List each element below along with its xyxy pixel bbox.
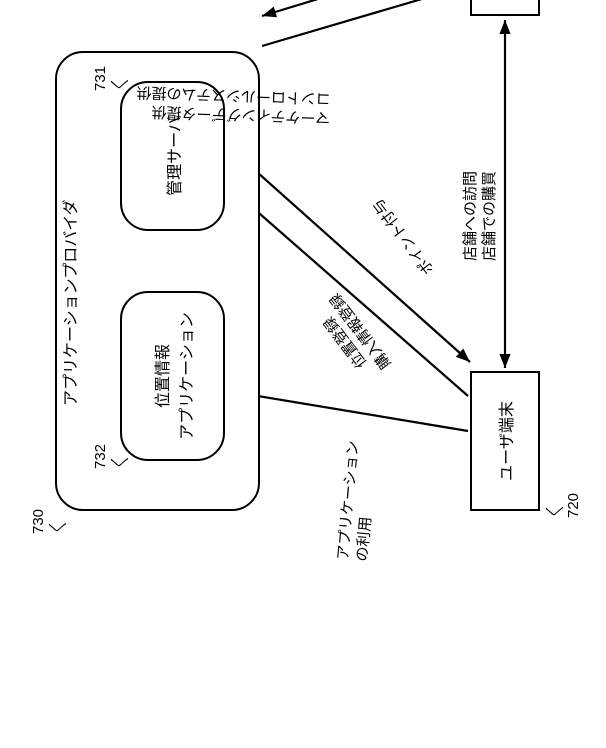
user-label: ユーザ端末	[493, 401, 517, 481]
edge-visit-label: 店舗への訪問店舗での購買	[462, 171, 500, 261]
store-box: 店舗	[470, 0, 540, 16]
app-id: 732〳〵	[92, 444, 130, 469]
server-id: 731〳〵	[92, 66, 130, 91]
provider-id: 730〳〵	[30, 509, 68, 534]
provider-title: アプリケーションプロバイダ	[62, 199, 82, 406]
app-line2: アプリケーション	[173, 312, 197, 440]
app-box: 位置情報 アプリケーション	[120, 291, 225, 461]
app-line1: 位置情報	[149, 344, 173, 408]
server-label: 管理サーバ	[161, 116, 185, 196]
edge-marketing-label: マーケティングデータ提供コントロールシステムの提供	[136, 82, 332, 126]
user-id: 〳〵720	[544, 493, 582, 518]
user-box: ユーザ端末	[470, 371, 540, 511]
